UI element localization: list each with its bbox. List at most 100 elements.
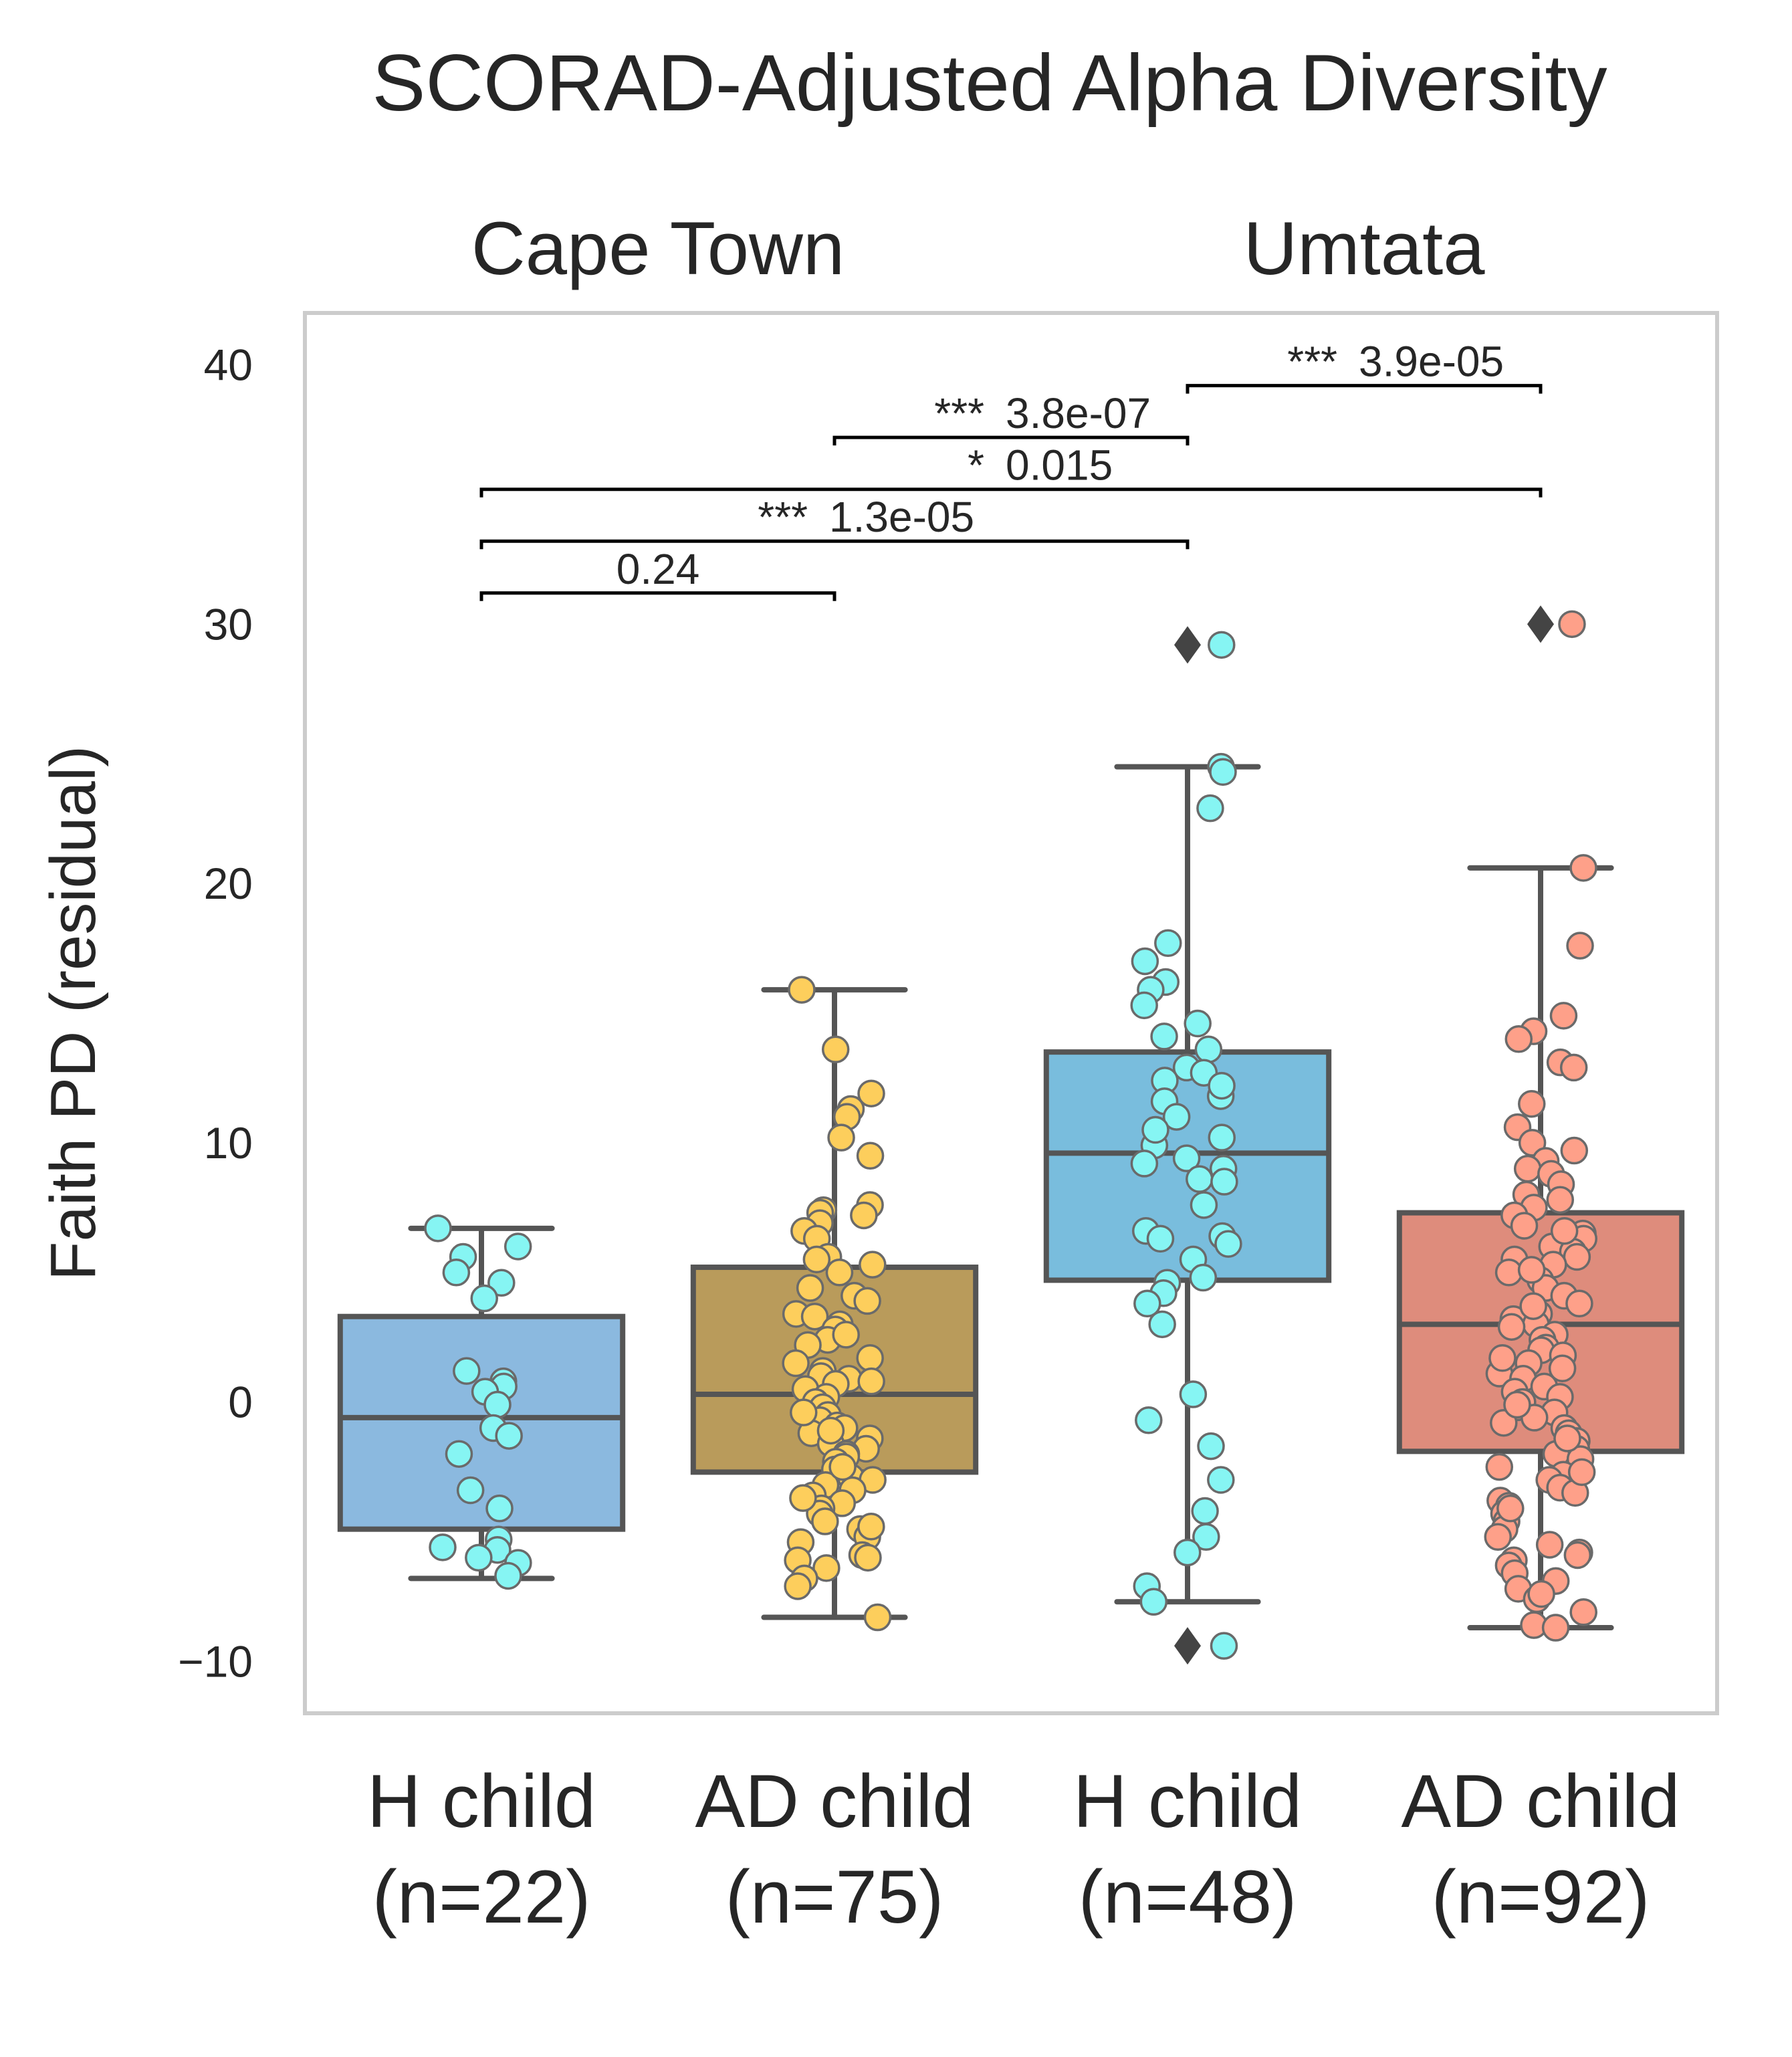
x-tick-label: (n=75) [725, 1855, 944, 1939]
points-group-3 [1484, 610, 1597, 1642]
data-point [1197, 1432, 1225, 1460]
x-tick-label: AD child [1401, 1759, 1680, 1843]
data-point [850, 1201, 878, 1230]
data-point [802, 1245, 831, 1274]
y-tick-label: 40 [204, 340, 253, 390]
data-point [1184, 1009, 1212, 1038]
data-point [1130, 991, 1158, 1020]
data-point [1191, 1497, 1219, 1525]
data-point [1488, 1343, 1517, 1372]
data-point [503, 1232, 532, 1261]
data-point [856, 1343, 884, 1372]
panel-label-cape-town: Cape Town [471, 207, 845, 290]
data-point [442, 1259, 471, 1287]
data-point [1559, 1053, 1588, 1082]
data-point [487, 1269, 516, 1297]
data-point [1517, 1256, 1546, 1284]
significance-bracket [832, 435, 1190, 446]
data-point [1196, 794, 1224, 823]
y-tick-label: 20 [204, 859, 253, 908]
data-point [1541, 1614, 1570, 1642]
data-point [1194, 1035, 1223, 1064]
outlier-marker [1174, 626, 1201, 664]
significance-stars: *** [758, 493, 808, 541]
data-point [483, 1390, 512, 1419]
data-point [465, 1543, 493, 1572]
y-tick-label: 30 [204, 599, 253, 649]
data-point [796, 1274, 824, 1302]
data-point [1546, 1186, 1575, 1214]
data-point [1563, 1541, 1592, 1569]
data-point [1569, 854, 1597, 882]
chart-title: SCORAD-Adjusted Alpha Diversity [372, 38, 1607, 128]
points-group-0 [424, 1214, 532, 1590]
x-tick-label: AD child [695, 1759, 974, 1843]
data-point [812, 1554, 841, 1582]
data-point [782, 1349, 810, 1378]
data-point [1209, 758, 1237, 786]
significance-bracket [479, 488, 1543, 498]
data-point [1519, 1292, 1547, 1320]
data-point [470, 1284, 499, 1313]
x-tick-label: (n=48) [1079, 1855, 1297, 1939]
data-point [1527, 1580, 1555, 1608]
data-point [1485, 1452, 1514, 1481]
x-tick-label: (n=22) [372, 1855, 591, 1939]
data-point [1484, 1523, 1512, 1551]
data-point [800, 1302, 829, 1331]
significance-annotation-1: *** 1.3e-05 [479, 493, 1190, 550]
data-point [811, 1507, 839, 1535]
p-value-label: 0.015 [1006, 441, 1113, 490]
x-tick-label: H child [1073, 1759, 1302, 1843]
data-point [1139, 1588, 1168, 1616]
data-point [857, 1079, 885, 1107]
data-point [1133, 1289, 1161, 1318]
data-point [857, 1513, 885, 1541]
data-point [790, 1398, 818, 1426]
y-tick-label: −10 [178, 1636, 253, 1686]
data-point [1503, 1390, 1531, 1419]
data-point [856, 1142, 885, 1170]
data-point [1510, 1212, 1539, 1240]
significance-annotation-2: * 0.015 [479, 441, 1543, 498]
data-point [825, 1259, 854, 1287]
data-point [1210, 1168, 1238, 1196]
data-point [1560, 1136, 1589, 1165]
outlier-marker [1527, 605, 1554, 643]
data-point [816, 1416, 845, 1445]
data-point [1146, 1224, 1175, 1253]
significance-stars: *** [1287, 338, 1337, 386]
points-group-1 [782, 976, 892, 1632]
data-point [456, 1476, 485, 1505]
data-point [827, 1123, 855, 1152]
panel-label-umtata: Umtata [1244, 207, 1486, 290]
data-point [1210, 1632, 1238, 1660]
data-point [1162, 1103, 1191, 1131]
points-group-2 [1130, 631, 1242, 1660]
data-point [1135, 1406, 1163, 1434]
data-point [1504, 1025, 1533, 1053]
data-point [1130, 1150, 1159, 1178]
data-point [1550, 1216, 1579, 1245]
data-point [1208, 1123, 1236, 1152]
data-point [1567, 1458, 1596, 1487]
data-point [1208, 631, 1236, 659]
data-point [821, 1035, 850, 1064]
p-value-label: 1.3e-05 [829, 493, 974, 541]
x-tick-label: H child [367, 1759, 596, 1843]
data-point [1192, 1523, 1220, 1551]
data-point [1565, 1289, 1593, 1318]
y-axis-label: Faith PD (residual) [37, 746, 109, 1281]
data-point [1141, 1115, 1169, 1144]
data-point [485, 1494, 514, 1523]
data-point [1189, 1263, 1218, 1292]
data-point [1494, 1259, 1523, 1287]
data-point [853, 1287, 881, 1315]
significance-stars: *** [934, 389, 984, 437]
data-point [1131, 947, 1159, 976]
data-point [1172, 1144, 1201, 1172]
data-point [445, 1440, 473, 1468]
significance-bracket [479, 591, 836, 601]
